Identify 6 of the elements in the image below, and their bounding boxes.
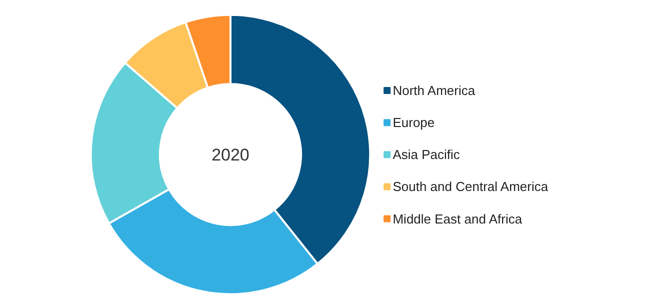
legend-label: Europe — [392, 115, 435, 130]
legend-label: North America — [392, 83, 476, 98]
legend-label: South and Central America — [392, 179, 549, 194]
text: 2020 — [212, 146, 250, 164]
legend-label: Asia Pacific — [392, 147, 460, 162]
legend-label: Middle East and Africa — [392, 211, 523, 226]
